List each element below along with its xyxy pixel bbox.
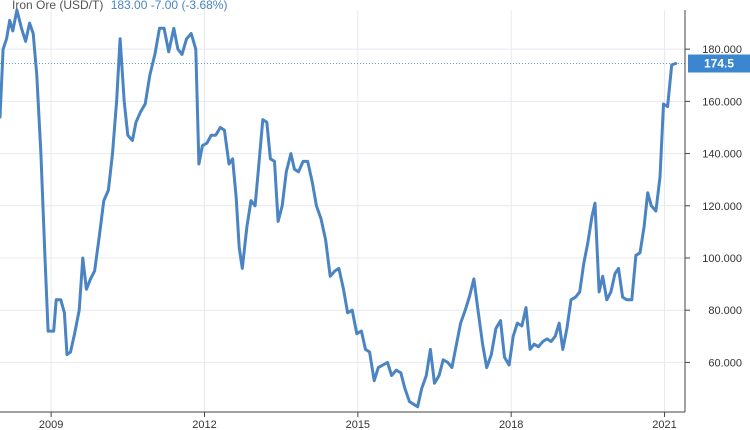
last-price: 183.00 [110,0,148,12]
y-tick-label: 120.000 [702,201,742,213]
iron-ore-price-line [0,8,678,409]
axis-layer: 60.000 80.000 100.000 120.000 140.000 160.000… [0,10,742,430]
y-tick-label: 140.000 [702,149,742,161]
current-price-badge-box [688,54,750,73]
price-change: -7.00 [150,0,179,12]
y-tick-label: 100.000 [702,253,742,265]
y-tick-label: 80.000 [708,305,742,317]
grid-layer [0,10,685,412]
y-tick-label: 60.000 [708,357,742,369]
series-layer [0,8,678,409]
y-tick-label: 180.000 [702,44,742,56]
current-price-badge-text: 174.5 [704,57,734,71]
price-change-pct: (-3.68%) [181,0,228,12]
x-tick-label: 2015 [346,419,370,430]
y-tick-label: 160.000 [702,96,742,108]
x-tick-label: 2012 [192,419,216,430]
instrument-header: Iron Ore (USD/T) 183.00 -7.00 (-3.68%) [12,0,227,12]
instrument-name: Iron Ore (USD/T) [12,0,104,12]
x-tick-label: 2021 [652,419,676,430]
current-price-badge: 174.5 [688,54,750,73]
x-tick-label: 2018 [499,419,523,430]
x-tick-label: 2009 [39,419,63,430]
